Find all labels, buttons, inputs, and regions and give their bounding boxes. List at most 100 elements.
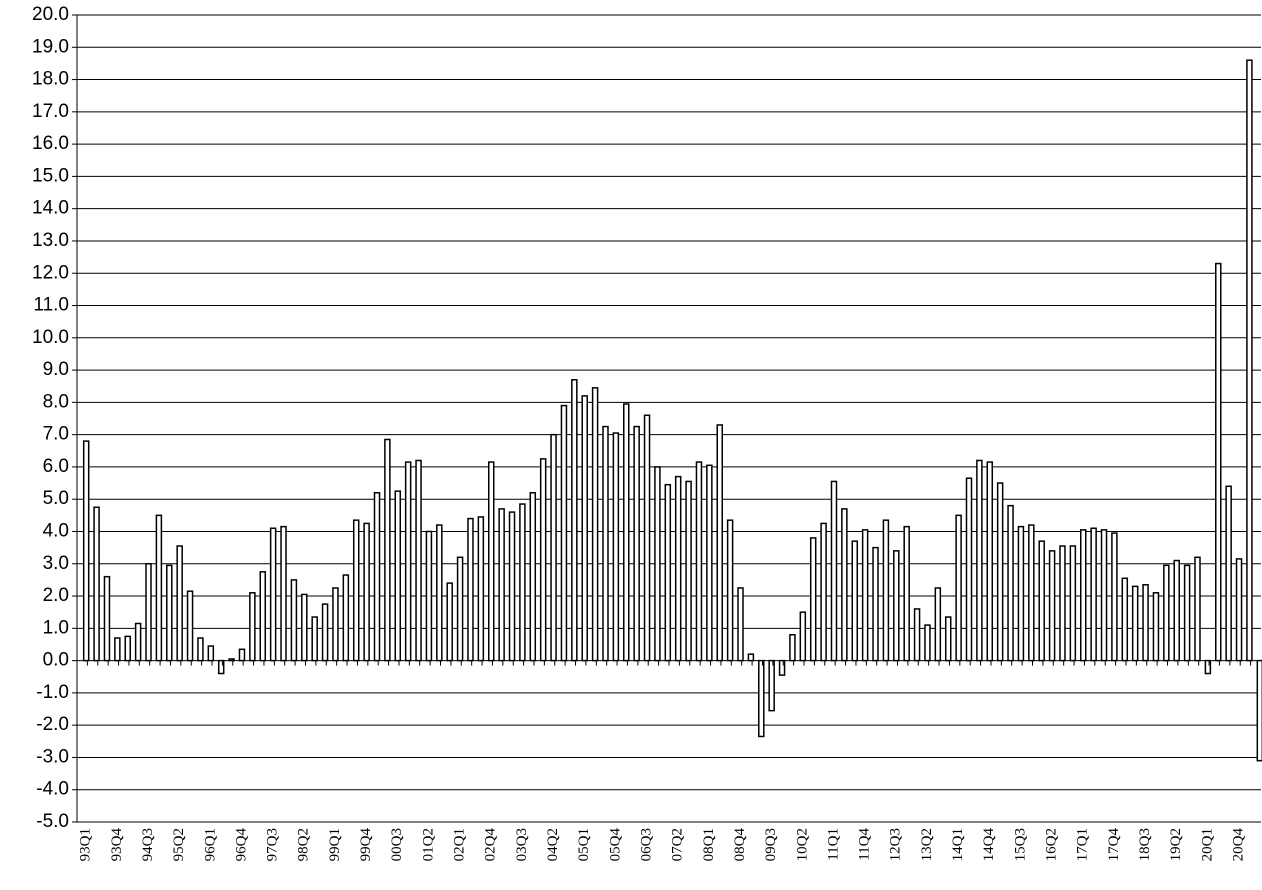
bar <box>612 432 620 662</box>
x-tick-label: 16Q2 <box>1044 828 1060 861</box>
bar <box>737 587 744 662</box>
bar <box>1152 592 1160 662</box>
x-tick-label: 94Q3 <box>140 828 156 861</box>
bar <box>249 592 256 662</box>
bar <box>217 659 225 675</box>
bar <box>134 622 142 662</box>
bar <box>487 461 495 662</box>
y-tick-label: 7.0 <box>43 424 69 445</box>
y-tick-label: 2.0 <box>43 585 69 606</box>
bar <box>539 458 547 662</box>
y-tick-label: 18.0 <box>32 69 69 90</box>
bar <box>1007 504 1014 662</box>
bar <box>809 537 817 662</box>
bar <box>934 587 942 662</box>
y-tick-label: 9.0 <box>43 359 69 380</box>
bar <box>706 464 713 662</box>
bar <box>186 590 194 662</box>
x-tick-label: 99Q1 <box>327 828 343 861</box>
bar <box>695 461 703 662</box>
bar <box>965 477 973 662</box>
bar <box>529 491 537 662</box>
y-tick-label: 1.0 <box>43 617 69 638</box>
bar <box>996 482 1004 662</box>
bar <box>259 571 267 662</box>
bar <box>1121 577 1129 662</box>
x-tick-label: 02Q4 <box>483 828 499 862</box>
bar <box>861 529 869 662</box>
bar <box>166 564 173 662</box>
bar <box>768 659 775 712</box>
bar <box>311 616 318 662</box>
bar <box>394 490 402 662</box>
y-tick-label: -3.0 <box>36 746 69 767</box>
x-tick-label: 13Q2 <box>919 828 935 861</box>
bar <box>602 425 609 662</box>
x-tick-label: 18Q3 <box>1137 828 1153 861</box>
y-tick-label: 4.0 <box>43 520 69 541</box>
bar <box>664 483 672 662</box>
bar <box>373 491 381 662</box>
y-tick-label: 6.0 <box>43 456 69 477</box>
bar <box>321 603 329 662</box>
x-tick-label: 93Q4 <box>109 828 125 862</box>
x-tick-label: 05Q4 <box>607 828 623 862</box>
bar <box>799 611 807 662</box>
bar <box>882 519 890 662</box>
bar <box>1100 529 1108 662</box>
bar <box>1059 545 1066 662</box>
bar <box>446 582 453 662</box>
bar <box>944 616 952 662</box>
bar <box>1017 525 1025 662</box>
bar <box>332 587 339 662</box>
x-tick-label: 95Q2 <box>171 828 187 861</box>
y-tick-label: 10.0 <box>32 327 69 348</box>
bar <box>1246 59 1253 662</box>
x-tick-label: 11Q1 <box>825 828 841 861</box>
bar <box>238 648 246 662</box>
bar <box>363 522 370 662</box>
x-tick-label: 17Q4 <box>1106 828 1122 862</box>
bar <box>581 395 588 662</box>
bar <box>467 517 474 662</box>
bar <box>591 387 599 662</box>
bar <box>1173 559 1180 662</box>
x-tick-label: 08Q4 <box>732 828 748 862</box>
bar <box>550 433 557 662</box>
bar <box>1069 545 1077 662</box>
bar <box>1256 659 1262 762</box>
x-tick-label: 19Q2 <box>1168 828 1184 861</box>
y-tick-label: 20.0 <box>32 4 69 25</box>
x-tick-label: 02Q1 <box>452 828 468 861</box>
bar <box>1111 532 1118 662</box>
bar <box>197 637 204 662</box>
bar <box>176 545 183 662</box>
bar <box>82 440 90 662</box>
x-tick-label: 10Q2 <box>794 828 810 861</box>
bar <box>643 414 651 662</box>
x-tick-label: 17Q1 <box>1075 828 1091 861</box>
y-tick-label: -2.0 <box>36 714 69 735</box>
bar <box>633 425 640 662</box>
y-tick-label: 12.0 <box>32 262 69 283</box>
x-tick-label: 96Q4 <box>233 828 249 862</box>
x-tick-label: 01Q2 <box>420 828 436 861</box>
bar <box>623 403 630 662</box>
x-tick-label: 04Q2 <box>545 828 561 861</box>
bar <box>301 593 308 662</box>
y-tick-label: 5.0 <box>43 488 69 509</box>
bar <box>207 645 215 662</box>
x-tick-label: 20Q1 <box>1199 828 1215 861</box>
bar <box>1235 558 1243 662</box>
bar <box>1225 485 1232 662</box>
x-tick-label: 98Q2 <box>296 828 312 861</box>
x-tick-label: 11Q4 <box>857 828 873 861</box>
bar <box>1048 550 1056 662</box>
x-tick-label: 08Q1 <box>701 828 717 861</box>
y-tick-label: 11.0 <box>33 295 69 316</box>
y-tick-label: 16.0 <box>32 133 69 154</box>
y-tick-label: 3.0 <box>43 553 69 574</box>
bar <box>654 466 661 662</box>
bar <box>903 525 910 662</box>
